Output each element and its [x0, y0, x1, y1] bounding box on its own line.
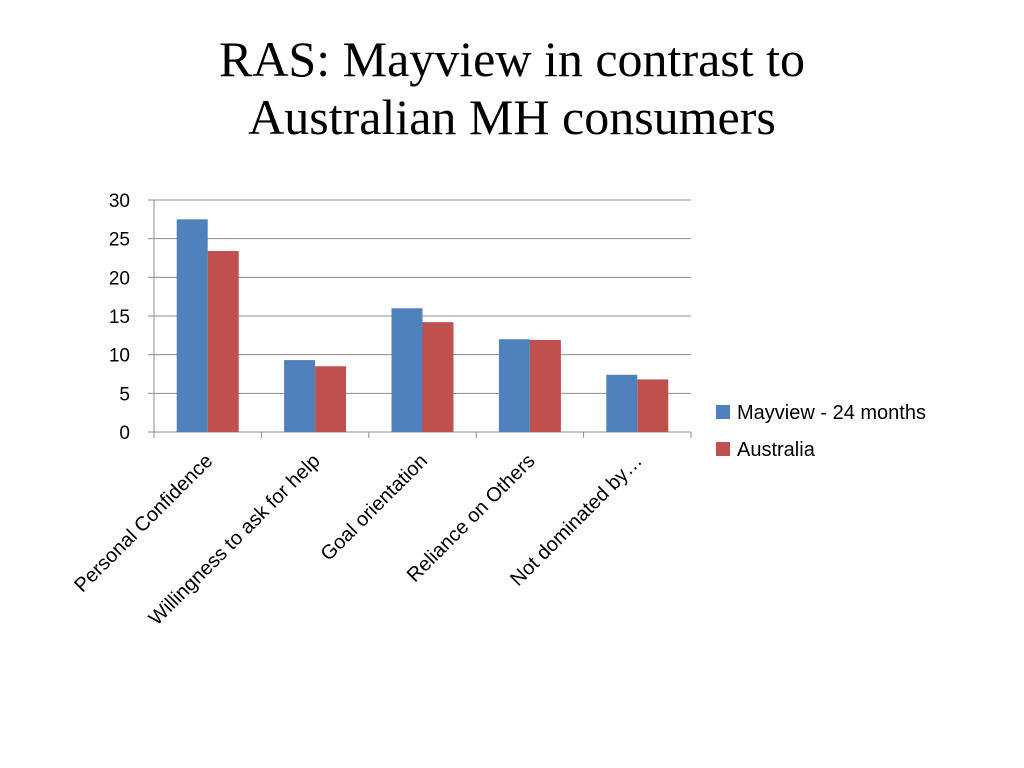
x-category-label: Willingness to ask for help [145, 450, 325, 630]
x-category-label: Goal orientation [317, 450, 432, 565]
y-tick-label: 25 [109, 230, 130, 251]
y-tick-label: 15 [109, 307, 130, 328]
slide-title-line1: RAS: Mayview in contrast to [218, 31, 806, 87]
bar [207, 251, 239, 432]
bar [529, 339, 561, 432]
y-tick-label: 10 [109, 346, 130, 367]
bar [606, 374, 638, 432]
bar [422, 322, 454, 432]
slide-title: RAS: Mayview in contrast to Australian M… [0, 30, 1024, 146]
slide-title-line2: Australian MH consumers [248, 89, 776, 145]
y-tick-label: 20 [109, 268, 130, 289]
y-tick-label: 5 [119, 384, 130, 405]
y-tick-label: 0 [119, 423, 130, 444]
legend-swatch [716, 442, 730, 456]
bar [315, 366, 347, 432]
legend-label: Mayview - 24 months [737, 402, 926, 424]
y-tick-label: 30 [109, 191, 130, 212]
bar [637, 379, 669, 432]
bar [498, 339, 530, 432]
bar [176, 219, 208, 432]
bar [391, 308, 423, 432]
legend-swatch [716, 405, 730, 419]
legend-label: Australia [737, 439, 816, 461]
bar [284, 360, 316, 432]
